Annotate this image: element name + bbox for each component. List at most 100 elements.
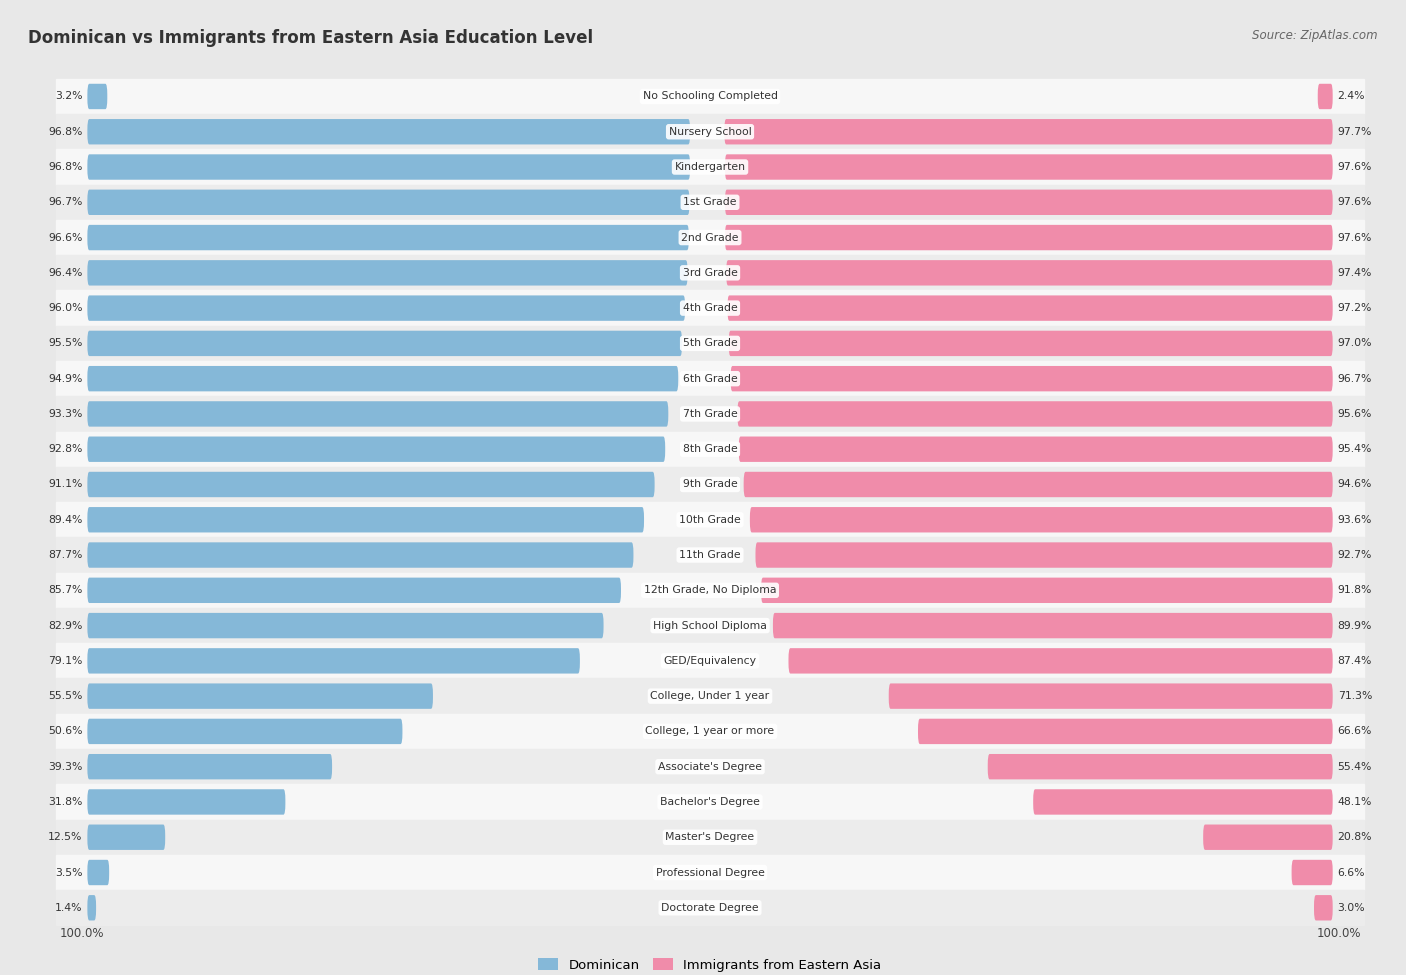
Bar [56, 396, 1364, 432]
FancyBboxPatch shape [87, 613, 603, 639]
FancyBboxPatch shape [755, 542, 1333, 567]
Text: Nursery School: Nursery School [669, 127, 751, 136]
Text: 97.2%: 97.2% [1337, 303, 1372, 313]
Bar [56, 784, 1364, 820]
FancyBboxPatch shape [773, 613, 1333, 639]
Text: 91.8%: 91.8% [1337, 585, 1372, 596]
FancyBboxPatch shape [87, 260, 688, 286]
Bar [56, 184, 1364, 220]
Text: Source: ZipAtlas.com: Source: ZipAtlas.com [1253, 29, 1378, 42]
FancyBboxPatch shape [87, 189, 689, 215]
Text: 100.0%: 100.0% [1316, 926, 1361, 940]
FancyBboxPatch shape [725, 225, 1333, 251]
FancyBboxPatch shape [87, 437, 665, 462]
Text: 87.4%: 87.4% [1337, 656, 1372, 666]
Text: 87.7%: 87.7% [48, 550, 83, 560]
Text: 85.7%: 85.7% [48, 585, 83, 596]
FancyBboxPatch shape [87, 825, 166, 850]
FancyBboxPatch shape [87, 295, 685, 321]
Text: 55.4%: 55.4% [1337, 761, 1372, 771]
Bar [56, 890, 1364, 925]
Text: 95.5%: 95.5% [48, 338, 83, 348]
Text: 6.6%: 6.6% [1337, 868, 1365, 878]
Text: 3.5%: 3.5% [55, 868, 83, 878]
Text: 97.7%: 97.7% [1337, 127, 1372, 136]
Text: Master's Degree: Master's Degree [665, 833, 755, 842]
Text: 93.6%: 93.6% [1337, 515, 1372, 525]
Text: 20.8%: 20.8% [1337, 833, 1372, 842]
Text: 95.4%: 95.4% [1337, 445, 1372, 454]
Text: 2nd Grade: 2nd Grade [682, 233, 738, 243]
Text: 1st Grade: 1st Grade [683, 197, 737, 208]
Text: 3.2%: 3.2% [55, 92, 83, 101]
Bar [56, 820, 1364, 855]
Text: 12.5%: 12.5% [48, 833, 83, 842]
Text: No Schooling Completed: No Schooling Completed [643, 92, 778, 101]
Text: 8th Grade: 8th Grade [683, 445, 737, 454]
Text: College, 1 year or more: College, 1 year or more [645, 726, 775, 736]
Bar [56, 255, 1364, 291]
FancyBboxPatch shape [789, 648, 1333, 674]
FancyBboxPatch shape [889, 683, 1333, 709]
Text: 50.6%: 50.6% [48, 726, 83, 736]
Bar [56, 149, 1364, 184]
FancyBboxPatch shape [87, 648, 579, 674]
FancyBboxPatch shape [724, 119, 1333, 144]
Text: 11th Grade: 11th Grade [679, 550, 741, 560]
Bar [56, 644, 1364, 679]
Text: 1.4%: 1.4% [55, 903, 83, 913]
Text: Kindergarten: Kindergarten [675, 162, 745, 172]
Text: 97.4%: 97.4% [1337, 268, 1372, 278]
Text: Doctorate Degree: Doctorate Degree [661, 903, 759, 913]
Bar [56, 749, 1364, 784]
FancyBboxPatch shape [731, 366, 1333, 391]
FancyBboxPatch shape [87, 366, 678, 391]
FancyBboxPatch shape [1315, 895, 1333, 920]
Bar [56, 714, 1364, 749]
FancyBboxPatch shape [728, 331, 1333, 356]
FancyBboxPatch shape [725, 189, 1333, 215]
FancyBboxPatch shape [749, 507, 1333, 532]
Text: College, Under 1 year: College, Under 1 year [651, 691, 769, 701]
FancyBboxPatch shape [1292, 860, 1333, 885]
FancyBboxPatch shape [87, 119, 690, 144]
Text: 82.9%: 82.9% [48, 620, 83, 631]
FancyBboxPatch shape [87, 84, 107, 109]
Text: 96.8%: 96.8% [48, 162, 83, 172]
FancyBboxPatch shape [727, 260, 1333, 286]
Text: 55.5%: 55.5% [48, 691, 83, 701]
Text: 94.6%: 94.6% [1337, 480, 1372, 489]
Bar [56, 502, 1364, 537]
Text: 4th Grade: 4th Grade [683, 303, 737, 313]
Text: 92.8%: 92.8% [48, 445, 83, 454]
Text: 5th Grade: 5th Grade [683, 338, 737, 348]
FancyBboxPatch shape [1204, 825, 1333, 850]
FancyBboxPatch shape [87, 860, 110, 885]
Text: 10th Grade: 10th Grade [679, 515, 741, 525]
Text: 39.3%: 39.3% [48, 761, 83, 771]
FancyBboxPatch shape [725, 154, 1333, 179]
Text: 7th Grade: 7th Grade [683, 409, 737, 419]
Bar [56, 326, 1364, 361]
Text: High School Diploma: High School Diploma [654, 620, 766, 631]
FancyBboxPatch shape [87, 507, 644, 532]
Text: Associate's Degree: Associate's Degree [658, 761, 762, 771]
Bar [56, 608, 1364, 644]
Text: Dominican vs Immigrants from Eastern Asia Education Level: Dominican vs Immigrants from Eastern Asi… [28, 29, 593, 47]
Bar [56, 114, 1364, 149]
Text: 66.6%: 66.6% [1337, 726, 1372, 736]
FancyBboxPatch shape [87, 154, 690, 179]
Text: 79.1%: 79.1% [48, 656, 83, 666]
FancyBboxPatch shape [988, 754, 1333, 779]
Text: 6th Grade: 6th Grade [683, 373, 737, 384]
Text: 9th Grade: 9th Grade [683, 480, 737, 489]
Text: GED/Equivalency: GED/Equivalency [664, 656, 756, 666]
Text: 96.7%: 96.7% [48, 197, 83, 208]
FancyBboxPatch shape [87, 402, 668, 427]
Text: 97.6%: 97.6% [1337, 162, 1372, 172]
Bar [56, 79, 1364, 114]
Legend: Dominican, Immigrants from Eastern Asia: Dominican, Immigrants from Eastern Asia [533, 954, 887, 975]
Bar [56, 572, 1364, 608]
FancyBboxPatch shape [918, 719, 1333, 744]
Text: 2.4%: 2.4% [1337, 92, 1365, 101]
